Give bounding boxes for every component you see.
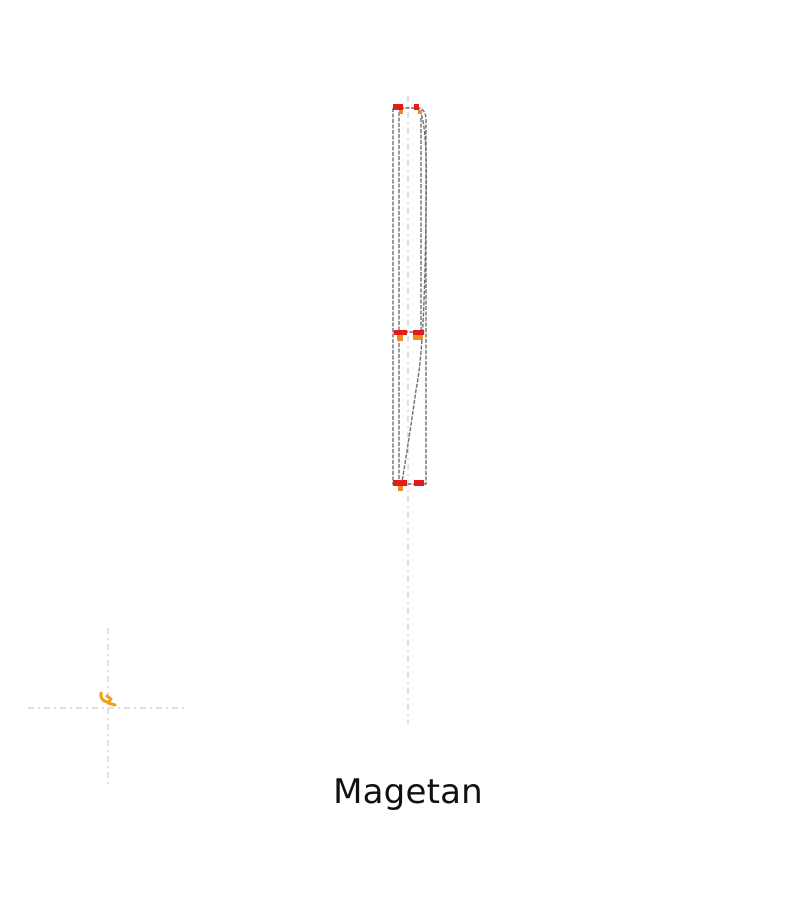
main-outline bbox=[392, 107, 428, 489]
diagram-label: Magetan bbox=[333, 772, 483, 812]
middle-right-red-marker bbox=[413, 330, 424, 335]
compass-mark-icon bbox=[99, 691, 117, 707]
top-left-red-marker bbox=[393, 104, 403, 110]
bottom-left-orange-marker bbox=[398, 486, 403, 491]
guide-lines bbox=[28, 96, 409, 788]
outer-frame bbox=[392, 107, 427, 485]
markers bbox=[393, 104, 424, 491]
top-right-red-marker bbox=[414, 104, 419, 110]
compass-mark-stroke-a bbox=[99, 691, 110, 704]
top-left-orange-marker bbox=[399, 110, 403, 114]
bottom-left-red-marker bbox=[393, 480, 407, 486]
middle-left-red-marker bbox=[394, 330, 407, 335]
middle-left-orange-marker bbox=[397, 335, 403, 341]
bottom-right-red-marker bbox=[414, 480, 424, 486]
compass-mark-stroke-b bbox=[105, 694, 117, 707]
top-right-orange-marker bbox=[418, 110, 422, 114]
right-curve bbox=[400, 109, 428, 489]
middle-right-orange-marker bbox=[413, 335, 423, 340]
